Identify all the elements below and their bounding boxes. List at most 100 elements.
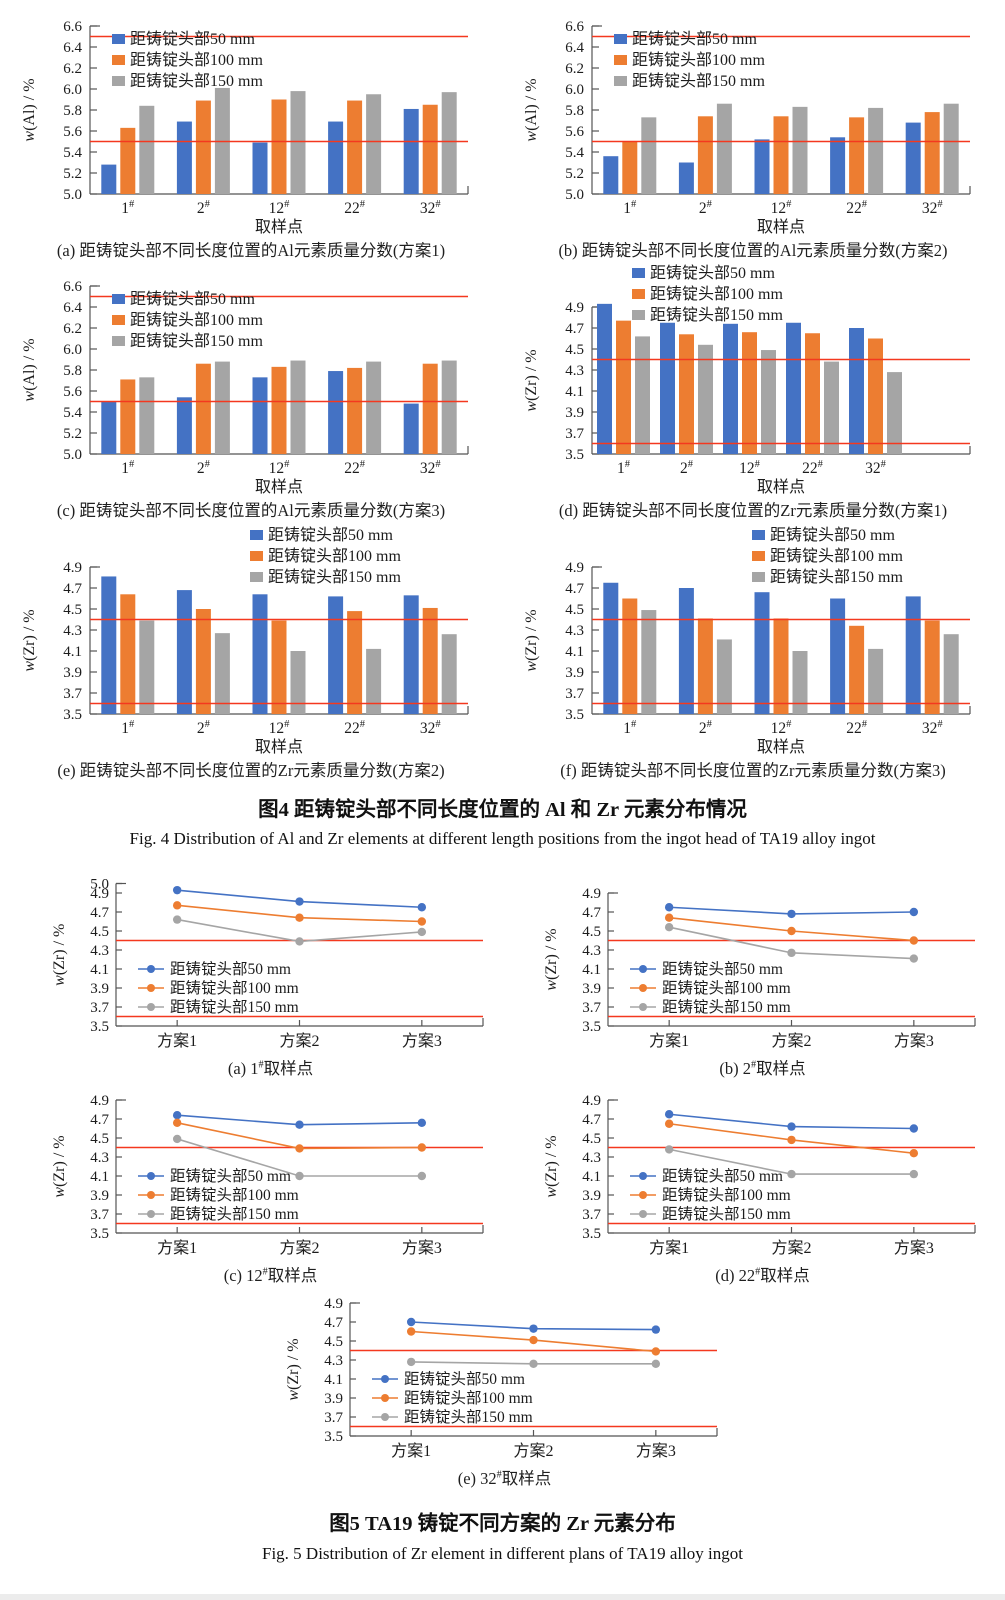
chart-svg-4f: 3.5 3.7 3.9 4.1 4.3 4.5 4.7 4.9 w(Zr) / % 1# 2# 12#… — [523, 526, 971, 756]
svg-text:3.7: 3.7 — [90, 1207, 109, 1223]
svg-text:4.7: 4.7 — [324, 1315, 343, 1331]
chart-caption-4e: (e) 距铸锭头部不同长度位置的Zr元素质量分数(方案2) — [57, 761, 445, 780]
svg-text:距铸锭头部150 mm: 距铸锭头部150 mm — [170, 998, 299, 1016]
svg-text:3.9: 3.9 — [324, 1391, 343, 1407]
svg-text:12#: 12# — [269, 199, 291, 217]
figure4-title-cn: 图4 距铸锭头部不同长度位置的 Al 和 Zr 元素分布情况 — [258, 799, 747, 821]
figure5-title-cn: 图5 TA19 铸锭不同方案的 Zr 元素分布 — [329, 1513, 676, 1535]
svg-text:距铸锭头部100 mm: 距铸锭头部100 mm — [130, 51, 263, 69]
chart-caption-5a: (a) 1#取样点 — [227, 1059, 314, 1078]
svg-text:方案1: 方案1 — [649, 1032, 689, 1050]
svg-text:4.1: 4.1 — [63, 644, 82, 660]
svg-text:取样点: 取样点 — [255, 218, 303, 236]
svg-text:距铸锭头部50 mm: 距铸锭头部50 mm — [770, 526, 895, 544]
svg-text:12#: 12# — [771, 719, 793, 737]
svg-text:方案3: 方案3 — [894, 1032, 934, 1050]
svg-text:距铸锭头部50 mm: 距铸锭头部50 mm — [130, 30, 255, 48]
svg-text:22#: 22# — [344, 719, 366, 737]
svg-text:4.5: 4.5 — [582, 924, 601, 940]
svg-text:5.0: 5.0 — [90, 878, 109, 893]
figure4-panel-f: 3.5 3.7 3.9 4.1 4.3 4.5 4.7 4.9 w(Zr) / % 1# 2# 12#… — [502, 520, 1004, 780]
svg-text:距铸锭头部100 mm: 距铸锭头部100 mm — [662, 979, 791, 997]
svg-text:距铸锭头部150 mm: 距铸锭头部150 mm — [130, 332, 263, 350]
svg-text:距铸锭头部50 mm: 距铸锭头部50 mm — [170, 960, 291, 978]
svg-text:距铸锭头部50 mm: 距铸锭头部50 mm — [650, 264, 775, 282]
svg-text:w(Zr) / %: w(Zr) / % — [285, 1338, 302, 1400]
svg-text:距铸锭头部100 mm: 距铸锭头部100 mm — [632, 51, 765, 69]
chart-svg-4a: 5.0 5.2 5.4 5.6 5.8 6.0 6.2 6.4 6.6 w(Al) / % 1# 2#… — [21, 19, 469, 236]
svg-text:4.1: 4.1 — [565, 644, 584, 660]
svg-text:4.9: 4.9 — [90, 1093, 109, 1109]
svg-text:4.3: 4.3 — [90, 1150, 109, 1166]
svg-text:6.0: 6.0 — [63, 342, 82, 358]
svg-text:12#: 12# — [269, 719, 291, 737]
svg-text:4.1: 4.1 — [324, 1372, 343, 1388]
svg-text:距铸锭头部100 mm: 距铸锭头部100 mm — [770, 547, 903, 565]
svg-text:4.7: 4.7 — [90, 1112, 109, 1128]
svg-text:2#: 2# — [699, 199, 713, 217]
svg-text:22#: 22# — [846, 199, 868, 217]
svg-text:32#: 32# — [420, 719, 442, 737]
svg-text:6.0: 6.0 — [63, 82, 82, 98]
chart-svg-4b: 5.0 5.2 5.4 5.6 5.8 6.0 6.2 6.4 6.6 w(Al) / % 1# 2#… — [523, 19, 971, 236]
svg-text:3.5: 3.5 — [90, 1226, 109, 1242]
chart-svg-4e: 3.5 3.7 3.9 4.1 4.3 4.5 4.7 4.9 w(Zr) / % 1# 2# 12#… — [21, 526, 469, 756]
svg-text:6.2: 6.2 — [565, 61, 584, 77]
svg-text:距铸锭头部150 mm: 距铸锭头部150 mm — [170, 1205, 299, 1223]
chart-caption-5d: (d) 22#取样点 — [715, 1266, 810, 1285]
svg-text:3.7: 3.7 — [90, 1000, 109, 1016]
svg-text:4.9: 4.9 — [582, 886, 601, 902]
svg-text:5.6: 5.6 — [63, 384, 82, 400]
chart-caption-5c: (c) 12#取样点 — [223, 1266, 318, 1285]
svg-text:4.1: 4.1 — [582, 1169, 601, 1185]
svg-text:4.7: 4.7 — [565, 321, 584, 337]
svg-text:距铸锭头部100 mm: 距铸锭头部100 mm — [170, 1186, 299, 1204]
chart-caption-4a: (a) 距铸锭头部不同长度位置的Al元素质量分数(方案1) — [56, 241, 446, 260]
svg-text:距铸锭头部50 mm: 距铸锭头部50 mm — [632, 30, 757, 48]
svg-text:方案1: 方案1 — [157, 1239, 197, 1257]
svg-text:取样点: 取样点 — [757, 218, 805, 236]
svg-text:3.5: 3.5 — [565, 707, 584, 723]
svg-text:2#: 2# — [680, 459, 694, 477]
svg-text:6.6: 6.6 — [565, 19, 584, 35]
svg-text:12#: 12# — [739, 459, 761, 477]
svg-text:5.6: 5.6 — [565, 124, 584, 140]
svg-text:6.2: 6.2 — [63, 61, 82, 77]
svg-text:3.9: 3.9 — [565, 665, 584, 681]
svg-text:4.9: 4.9 — [63, 560, 82, 576]
svg-text:方案1: 方案1 — [157, 1032, 197, 1050]
svg-text:3.9: 3.9 — [565, 405, 584, 421]
svg-text:距铸锭头部150 mm: 距铸锭头部150 mm — [650, 306, 783, 324]
svg-text:4.3: 4.3 — [63, 623, 82, 639]
svg-text:3.5: 3.5 — [582, 1019, 601, 1035]
svg-text:4.7: 4.7 — [582, 1112, 601, 1128]
figure5-panel-d: 3.5 3.7 3.9 4.1 4.3 4.5 4.7 4.9 w(Zr) / % 方案1 方案2 方… — [520, 1085, 1005, 1286]
figure4-panel-b: 5.0 5.2 5.4 5.6 5.8 6.0 6.2 6.4 6.6 w(Al) / % 1# 2#… — [502, 0, 1004, 260]
svg-text:距铸锭头部150 mm: 距铸锭头部150 mm — [268, 568, 401, 586]
svg-text:4.5: 4.5 — [90, 1131, 109, 1147]
svg-text:3.7: 3.7 — [565, 686, 584, 702]
svg-text:5.2: 5.2 — [565, 166, 584, 182]
svg-text:距铸锭头部100 mm: 距铸锭头部100 mm — [662, 1186, 791, 1204]
figure5-panel-e: 3.5 3.7 3.9 4.1 4.3 4.5 4.7 4.9 w(Zr) / % 方案1 方案2 方… — [262, 1288, 747, 1489]
svg-text:5.4: 5.4 — [63, 405, 82, 421]
svg-text:4.5: 4.5 — [324, 1334, 343, 1350]
svg-text:4.7: 4.7 — [90, 905, 109, 921]
svg-text:6.6: 6.6 — [63, 279, 82, 295]
svg-text:w(Al) / %: w(Al) / % — [21, 338, 38, 401]
svg-text:方案2: 方案2 — [279, 1239, 319, 1257]
chart-caption-4d: (d) 距铸锭头部不同长度位置的Zr元素质量分数(方案1) — [558, 501, 948, 520]
svg-text:方案3: 方案3 — [402, 1032, 442, 1050]
svg-text:3.5: 3.5 — [324, 1429, 343, 1445]
svg-text:3.9: 3.9 — [582, 981, 601, 997]
svg-text:4.3: 4.3 — [324, 1353, 343, 1369]
chart-svg-5d: 3.5 3.7 3.9 4.1 4.3 4.5 4.7 4.9 w(Zr) / % 方案1 方案2 方… — [543, 1093, 976, 1257]
svg-text:2#: 2# — [197, 199, 211, 217]
